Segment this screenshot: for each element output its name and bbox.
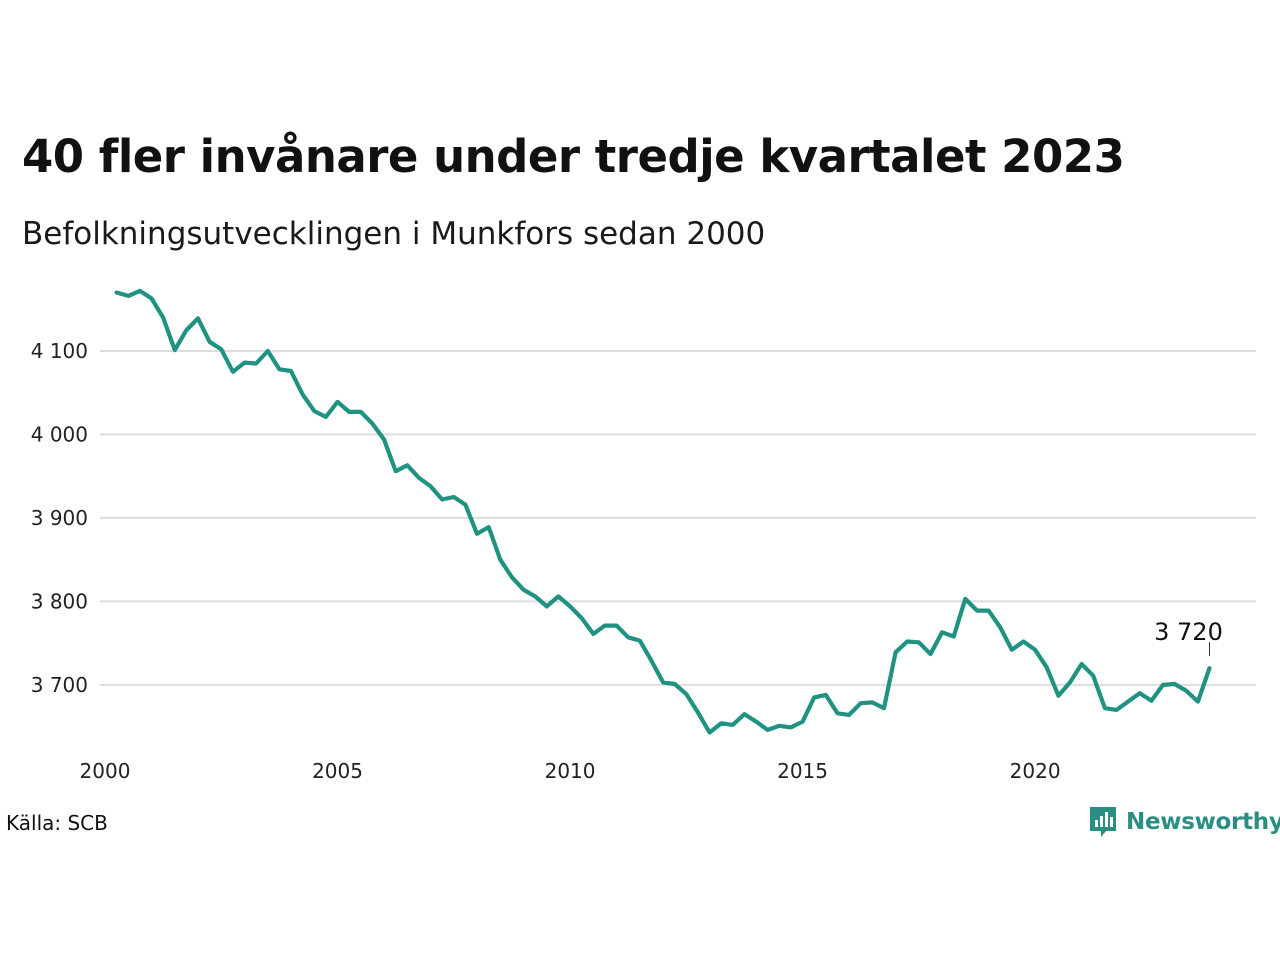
x-tick-label: 2000 — [80, 759, 131, 783]
y-axis-ticks: 3 700 3 800 3 900 4 000 4 100 — [31, 339, 88, 697]
brand-logo[interactable]: Newsworthy — [1088, 804, 1280, 840]
y-tick-label: 3 900 — [31, 506, 88, 530]
end-value-label: 3 720 — [1154, 618, 1223, 646]
chart-title: 40 fler invånare under tredje kvartalet … — [22, 130, 1125, 183]
population-line — [114, 288, 1212, 735]
source-label: Källa: SCB — [6, 811, 108, 835]
x-axis-ticks: 2000 2005 2010 2015 2020 — [80, 759, 1061, 783]
x-tick-label: 2020 — [1010, 759, 1061, 783]
brand-name: Newsworthy — [1126, 809, 1280, 835]
grid-lines — [100, 349, 1256, 686]
y-tick-label: 4 000 — [31, 422, 88, 446]
newsworthy-logo-icon — [1090, 807, 1116, 837]
chart-subtitle: Befolkningsutvecklingen i Munkfors sedan… — [22, 216, 766, 252]
y-tick-label: 4 100 — [31, 339, 88, 363]
y-tick-label: 3 800 — [31, 589, 88, 613]
x-tick-label: 2010 — [545, 759, 596, 783]
y-tick-label: 3 700 — [31, 673, 88, 697]
x-tick-label: 2005 — [312, 759, 363, 783]
x-tick-label: 2015 — [777, 759, 828, 783]
